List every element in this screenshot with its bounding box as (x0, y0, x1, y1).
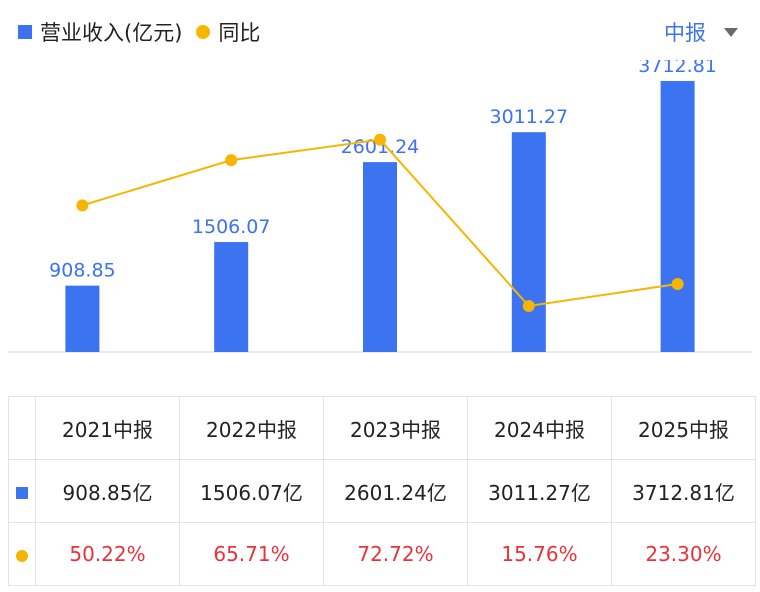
table-corner-cell (8, 396, 36, 460)
caret-down-icon (724, 27, 738, 37)
revenue-bar (511, 132, 546, 352)
revenue-bar (660, 80, 695, 352)
revenue-row-marker (16, 486, 28, 499)
table-header-cell: 2024中报 (467, 396, 612, 460)
table-header-cell: 2022中报 (179, 396, 324, 460)
yoy-legend-marker (196, 25, 211, 39)
table-revenue-row: 908.85亿 1506.07亿 2601.24亿 3011.27亿 3712.… (8, 459, 756, 523)
table-cell: 2601.24亿 (323, 459, 468, 523)
revenue-bar (214, 242, 249, 352)
period-selector[interactable]: 中报 (664, 14, 738, 50)
table-header-cell: 2021中报 (35, 396, 180, 460)
bar-value-label: 1506.07 (192, 216, 271, 238)
yoy-point (225, 154, 238, 167)
table-cell: 65.71% (179, 522, 324, 586)
yoy-point (374, 133, 386, 146)
revenue-bar (363, 162, 397, 352)
yoy-point (76, 199, 89, 212)
revenue-row-marker-cell (8, 459, 36, 523)
table-cell: 15.76% (467, 522, 612, 586)
bar-value-label: 3011.27 (490, 106, 569, 128)
table-yoy-row: 50.22% 65.71% 72.72% 15.76% 23.30% (8, 522, 756, 586)
revenue-legend-marker (18, 25, 32, 39)
table-cell: 72.72% (323, 522, 468, 586)
table-cell: 50.22% (35, 522, 180, 586)
table-header-cell: 2023中报 (323, 396, 468, 460)
table-cell: 3712.81亿 (611, 459, 756, 523)
revenue-table: 2021中报 2022中报 2023中报 2024中报 2025中报 908.8… (8, 396, 756, 586)
revenue-legend-label: 营业收入(亿元) (40, 21, 183, 45)
table-header-cell: 2025中报 (611, 396, 756, 460)
yoy-row-marker-cell (8, 522, 36, 586)
table-header-row: 2021中报 2022中报 2023中报 2024中报 2025中报 (8, 396, 756, 460)
table-cell: 3011.27亿 (467, 459, 612, 523)
table-cell: 908.85亿 (35, 459, 180, 523)
bar-value-label: 3712.81 (638, 60, 717, 77)
yoy-legend-label: 同比 (218, 21, 261, 45)
bar-value-label: 908.85 (49, 260, 115, 282)
chart-legend: 营业收入(亿元) 同比 (18, 14, 260, 50)
period-selector-value: 中报 (664, 21, 706, 45)
table-cell: 1506.07亿 (179, 459, 324, 523)
table-cell: 23.30% (611, 522, 756, 586)
yoy-point (522, 299, 535, 312)
yoy-row-marker (16, 549, 28, 562)
revenue-bar (65, 285, 100, 352)
yoy-point (671, 277, 684, 290)
